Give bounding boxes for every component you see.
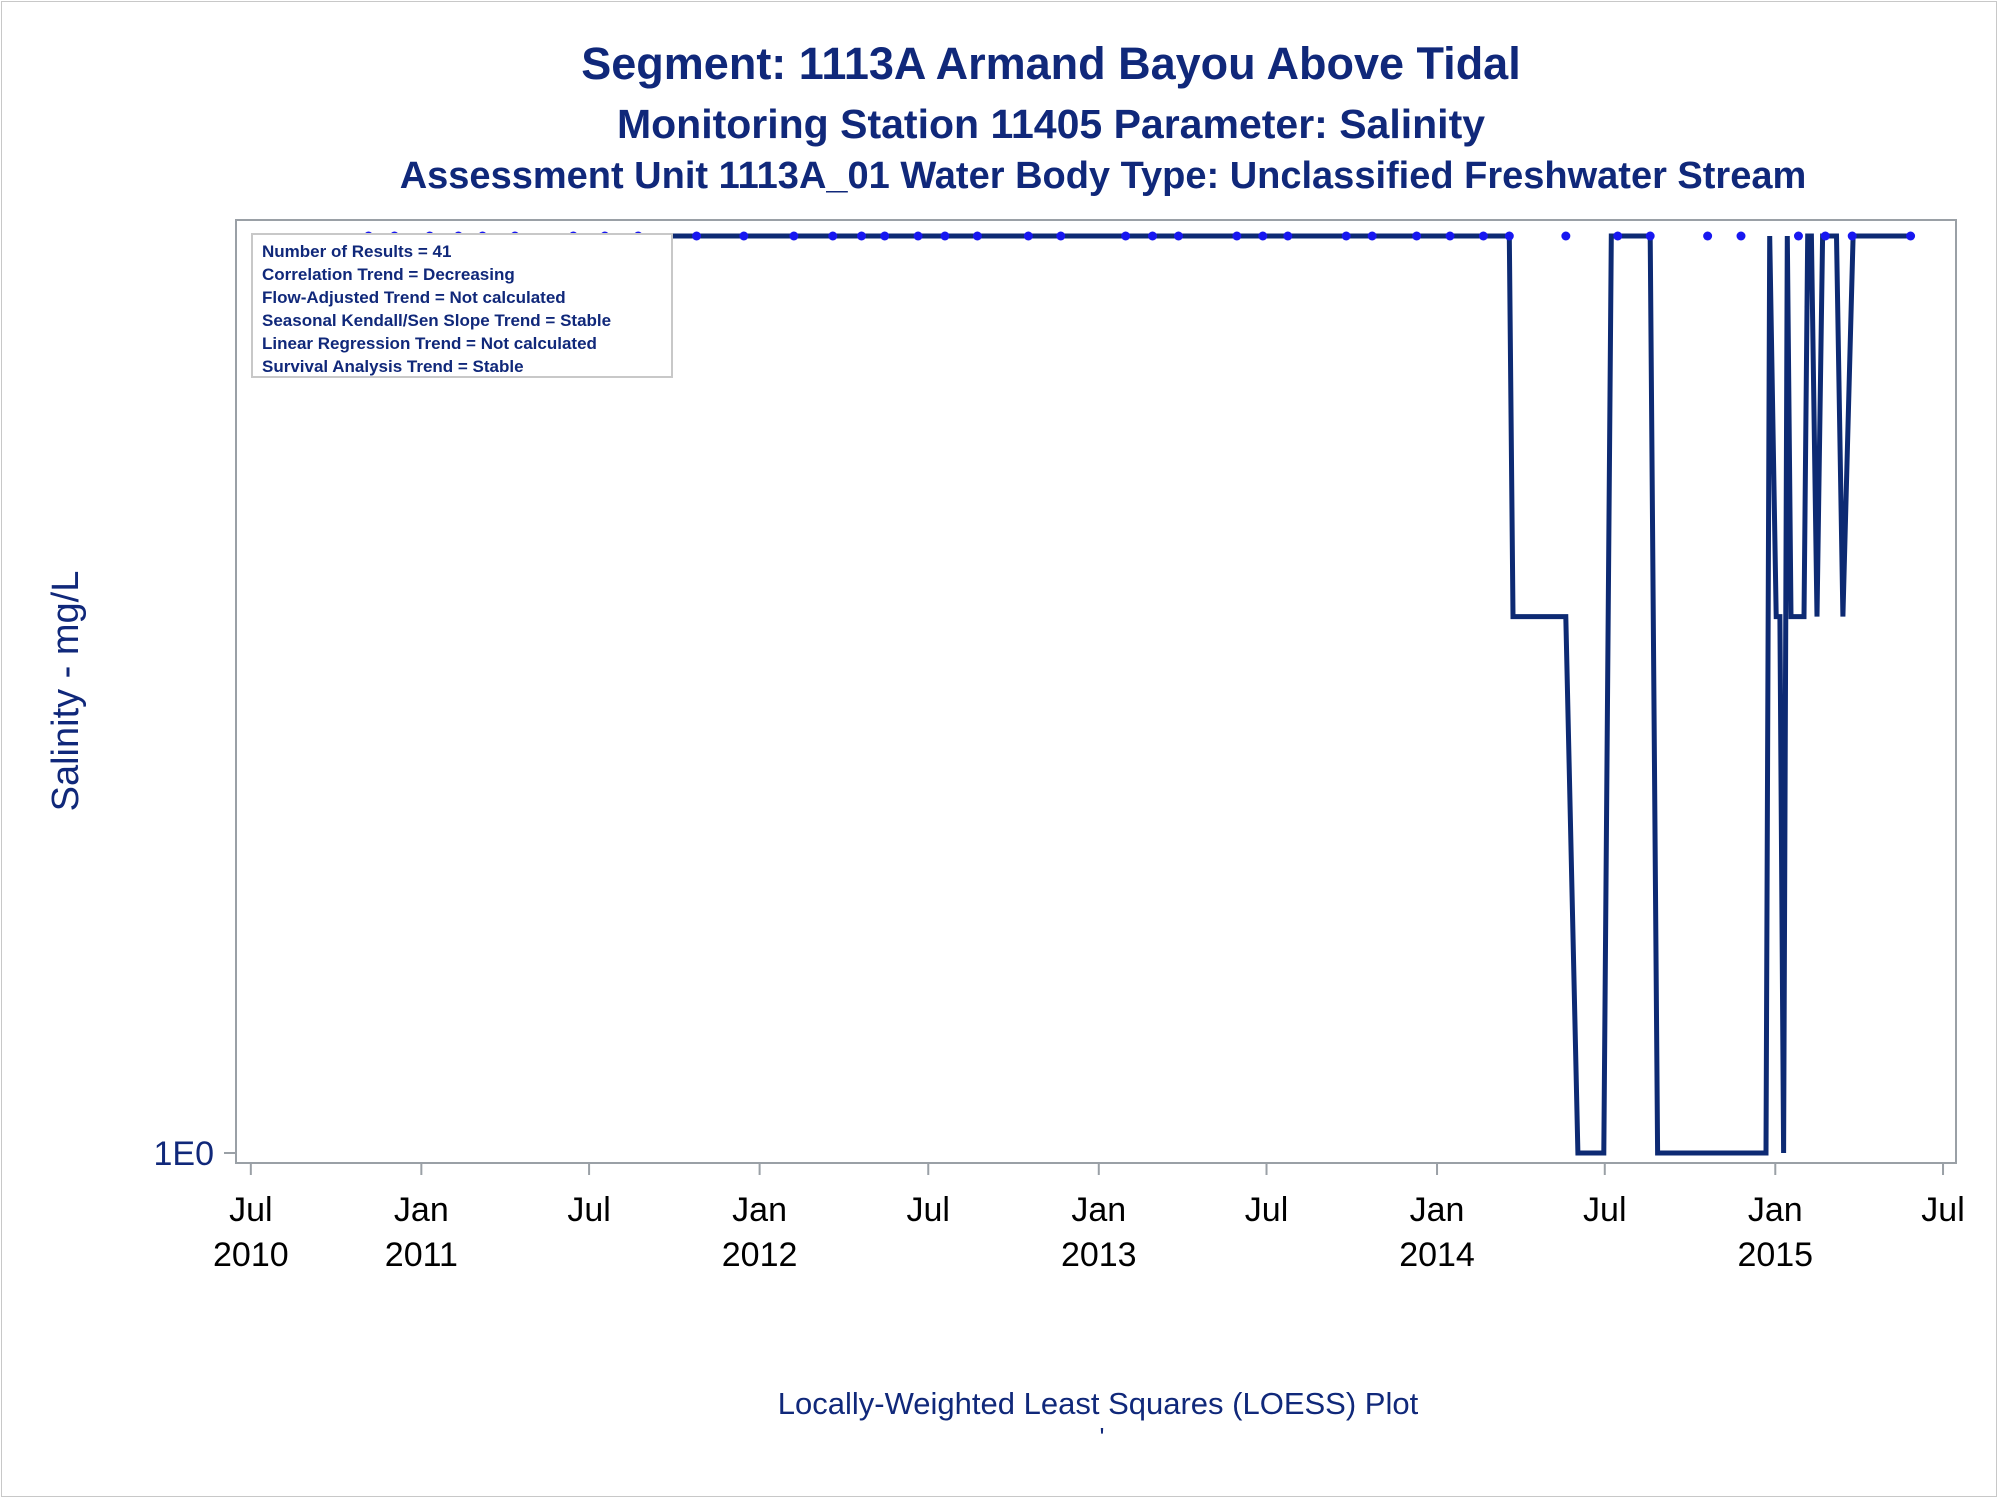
loess-curve	[368, 233, 1911, 1156]
x-tick-label-month: Jan	[1071, 1191, 1126, 1229]
data-point	[1412, 231, 1422, 241]
data-point	[972, 231, 982, 241]
data-point	[880, 231, 890, 241]
stats-line: Linear Regression Trend = Not calculated	[262, 334, 597, 353]
data-point	[828, 231, 838, 241]
data-point	[1121, 231, 1131, 241]
data-point	[1478, 231, 1488, 241]
x-tick-label-month: Jan	[732, 1191, 787, 1229]
stats-line: Number of Results = 41	[262, 242, 451, 261]
data-point	[1504, 231, 1514, 241]
stats-line: Survival Analysis Trend = Stable	[262, 357, 524, 376]
trend-stats-box: Number of Results = 41 Correlation Trend …	[251, 233, 673, 378]
footnote-mark: '	[1100, 1422, 1105, 1452]
data-point	[1341, 231, 1351, 241]
chart-subtitle-2: Assessment Unit 1113A_01 Water Body Type…	[399, 155, 1807, 197]
x-tick-label-year: 2012	[722, 1236, 798, 1274]
data-point	[1736, 231, 1746, 241]
data-point	[1793, 231, 1803, 241]
data-point	[789, 231, 799, 241]
x-tick-label-month: Jan	[1748, 1191, 1803, 1229]
x-tick-label-year: 2015	[1737, 1236, 1813, 1274]
data-point	[1820, 231, 1830, 241]
loess-line	[368, 233, 1911, 1156]
chart-subtitle: Monitoring Station 11405 Parameter: Sali…	[616, 101, 1486, 147]
stats-line: Correlation Trend = Decreasing	[262, 265, 515, 284]
data-point	[1847, 231, 1857, 241]
data-point	[1906, 231, 1916, 241]
x-tick-label-year: 2014	[1399, 1236, 1475, 1274]
chart-title: Segment: 1113A Armand Bayou Above Tidal	[581, 38, 1521, 89]
data-point	[1258, 231, 1268, 241]
data-point	[1703, 231, 1713, 241]
data-point	[1561, 231, 1571, 241]
data-point	[1283, 231, 1293, 241]
data-point	[913, 231, 923, 241]
x-axis: Jul 2010 Jan 2011 Jul Jan 2012 Jul Jan 2013 Jul Jan…	[213, 1163, 1965, 1274]
x-tick-label-month: Jul	[1245, 1191, 1288, 1229]
data-point	[940, 231, 950, 241]
x-tick-label-month: Jan	[394, 1191, 449, 1229]
x-tick-label-year: 2013	[1061, 1236, 1137, 1274]
x-tick-label-month: Jul	[1583, 1191, 1626, 1229]
footnote: Locally-Weighted Least Squares (LOESS) P…	[778, 1386, 1419, 1421]
data-point	[1445, 231, 1455, 241]
stats-box-border	[251, 233, 673, 378]
data-point	[1173, 231, 1183, 241]
x-tick-label-month: Jul	[907, 1191, 950, 1229]
data-point	[739, 231, 749, 241]
x-tick-label-month: Jul	[1921, 1191, 1964, 1229]
data-point	[1367, 231, 1377, 241]
x-tick-label-month: Jan	[1410, 1191, 1465, 1229]
x-tick-label-month: Jul	[229, 1191, 272, 1229]
x-tick-label-year: 2010	[213, 1236, 289, 1274]
data-point	[1056, 231, 1066, 241]
data-point	[1023, 231, 1033, 241]
x-tick-label-month: Jul	[567, 1191, 610, 1229]
data-point	[1232, 231, 1242, 241]
data-point	[1613, 231, 1623, 241]
data-point	[857, 231, 867, 241]
data-point	[692, 231, 702, 241]
y-axis-label: Salinity - mg/L	[45, 571, 87, 812]
data-point	[1148, 231, 1158, 241]
y-axis: 1E0	[154, 1135, 236, 1173]
y-tick-label: 1E0	[154, 1135, 215, 1173]
stats-line: Flow-Adjusted Trend = Not calculated	[262, 288, 566, 307]
x-tick-label-year: 2011	[385, 1236, 458, 1274]
data-point	[1645, 231, 1655, 241]
stats-line: Seasonal Kendall/Sen Slope Trend = Stabl…	[262, 311, 611, 330]
